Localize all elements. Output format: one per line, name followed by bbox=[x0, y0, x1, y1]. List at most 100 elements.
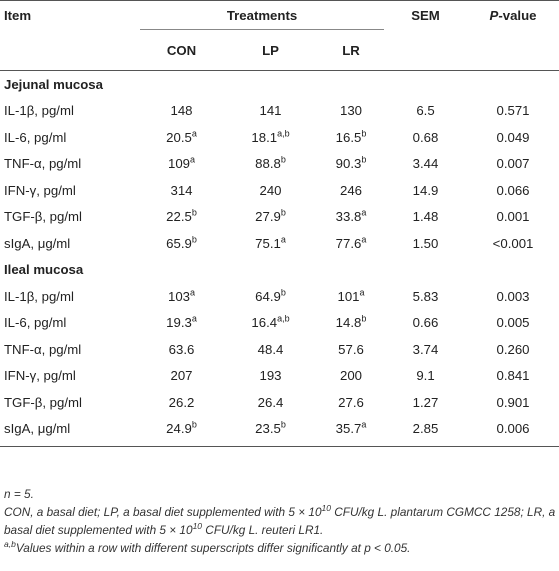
cell-sem: 3.44 bbox=[384, 151, 467, 178]
cell-item-value: IL-6, pg/ml bbox=[4, 315, 67, 331]
cell-sem: 1.27 bbox=[384, 389, 467, 416]
table-body: Jejunal mucosa IL-1β, pg/ml 148 141 130 6.5 0.… bbox=[0, 71, 559, 443]
cell-item: sIgA, μg/ml bbox=[0, 230, 140, 257]
cell-con: 65.9b bbox=[140, 230, 223, 257]
cell-lr: 14.8b bbox=[318, 310, 384, 337]
results-table: Item Treatments SEM P-value CON LP LR Je… bbox=[0, 0, 559, 447]
cell-con: 207 bbox=[140, 363, 223, 390]
cell-pvalue: 0.571 bbox=[467, 98, 559, 125]
cell-item: IL-6, pg/ml bbox=[0, 124, 140, 151]
cell-lr: 101a bbox=[318, 283, 384, 310]
cell-item-value: TNF-α, pg/ml bbox=[4, 341, 82, 357]
cell-con-value: 22.5 bbox=[166, 209, 192, 225]
cell-con-value: 63.6 bbox=[168, 341, 195, 357]
footnote-n: n = 5. bbox=[4, 487, 34, 501]
cell-con-superscript: a bbox=[191, 128, 197, 139]
cell-lp-value: 141 bbox=[259, 103, 282, 119]
table-row: IL-1β, pg/ml 148 141 130 6.5 0.571 bbox=[0, 98, 559, 125]
cell-lr-superscript: a bbox=[359, 287, 365, 298]
cell-sem: 1.48 bbox=[384, 204, 467, 231]
header-p-suffix: -value bbox=[498, 8, 537, 23]
table-row: TNF-α, pg/ml 63.6 48.4 57.6 3.74 0.260 bbox=[0, 336, 559, 363]
cell-lr-superscript: b bbox=[361, 313, 367, 324]
cell-lr-superscript: a bbox=[361, 234, 367, 245]
cell-con-superscript: a bbox=[191, 313, 197, 324]
cell-item: IL-1β, pg/ml bbox=[0, 283, 140, 310]
footnote-significance: a,bValues within a row with different su… bbox=[4, 539, 556, 557]
cell-pvalue-value: 0.901 bbox=[496, 394, 530, 410]
cell-pvalue: 0.260 bbox=[467, 336, 559, 363]
cell-sem: 1.50 bbox=[384, 230, 467, 257]
cell-pvalue: 0.901 bbox=[467, 389, 559, 416]
footnote-sig-text: Values within a row with different super… bbox=[15, 541, 411, 555]
cell-lr-value: 27.6 bbox=[338, 394, 364, 410]
cell-lr: 16.5b bbox=[318, 124, 384, 151]
table-row: IL-6, pg/ml 20.5a 18.1a,b 16.5b 0.68 0.049 bbox=[0, 124, 559, 151]
header-pvalue: P-value bbox=[467, 1, 559, 71]
cell-sem: 0.68 bbox=[384, 124, 467, 151]
cell-item: IFN-γ, pg/ml bbox=[0, 177, 140, 204]
cell-lr-value: 246 bbox=[340, 182, 363, 198]
cell-lp: 16.4a,b bbox=[223, 310, 318, 337]
cell-sem: 14.9 bbox=[384, 177, 467, 204]
cell-lp: 141 bbox=[223, 98, 318, 125]
cell-item: sIgA, μg/ml bbox=[0, 416, 140, 443]
cell-lp: 75.1a bbox=[223, 230, 318, 257]
header-con: CON bbox=[166, 42, 197, 58]
cell-sem-value: 3.74 bbox=[412, 341, 439, 357]
table-row: IFN-γ, pg/ml 207 193 200 9.1 0.841 bbox=[0, 363, 559, 390]
table-row: TGF-β, pg/ml 26.2 26.4 27.6 1.27 0.901 bbox=[0, 389, 559, 416]
cell-lp: 26.4 bbox=[223, 389, 318, 416]
cell-lp-value: 75.1 bbox=[255, 235, 281, 251]
table-row: IL-1β, pg/ml 103a 64.9b 101a 5.83 0.003 bbox=[0, 283, 559, 310]
cell-lp-value: 193 bbox=[259, 368, 282, 384]
cell-pvalue-value: 0.260 bbox=[496, 341, 530, 357]
cell-pvalue: 0.001 bbox=[467, 204, 559, 231]
footnote-abbrev-part1: CON, a basal diet; LP, a basal diet supp… bbox=[4, 505, 322, 519]
cell-lp-superscript: a,b bbox=[277, 128, 290, 139]
cell-lr-superscript: b bbox=[361, 128, 367, 139]
cell-item-value: IFN-γ, pg/ml bbox=[4, 368, 76, 384]
cell-con-value: 20.5 bbox=[166, 129, 192, 145]
cell-lr: 130 bbox=[318, 98, 384, 125]
cell-lp-value: 240 bbox=[259, 182, 282, 198]
cell-pvalue-value: 0.049 bbox=[496, 129, 530, 145]
section-title: Ileal mucosa bbox=[4, 262, 84, 278]
cell-lp: 64.9b bbox=[223, 283, 318, 310]
cell-lr-value: 16.5 bbox=[335, 129, 362, 145]
cell-sem-value: 2.85 bbox=[412, 421, 439, 437]
cell-pvalue-value: 0.003 bbox=[496, 288, 530, 304]
cell-con-value: 65.9 bbox=[166, 235, 192, 251]
header-lp: LP bbox=[262, 42, 279, 58]
cell-pvalue-value: 0.006 bbox=[496, 421, 530, 437]
cell-con-superscript: a bbox=[190, 154, 196, 165]
cell-con-value: 109 bbox=[167, 156, 190, 172]
cell-sem: 9.1 bbox=[384, 363, 467, 390]
cell-lp-value: 23.5 bbox=[255, 421, 281, 437]
cell-sem: 6.5 bbox=[384, 98, 467, 125]
section-title: Jejunal mucosa bbox=[4, 76, 103, 92]
section-row: Ileal mucosa bbox=[0, 257, 559, 284]
cell-item: IL-1β, pg/ml bbox=[0, 98, 140, 125]
footnote-abbrev-part2: CFU/kg L. plantarum CGMCC 1258; LR, a ba… bbox=[4, 505, 556, 537]
cell-pvalue-value: 0.005 bbox=[496, 315, 530, 331]
cell-con-value: 24.9 bbox=[166, 421, 192, 437]
cell-sem-value: 1.50 bbox=[412, 235, 439, 251]
cell-lr-value: 90.3 bbox=[335, 156, 362, 172]
cell-con-value: 19.3 bbox=[166, 315, 192, 331]
cell-sem-value: 3.44 bbox=[412, 156, 439, 172]
cell-lr: 77.6a bbox=[318, 230, 384, 257]
cell-lp: 23.5b bbox=[223, 416, 318, 443]
cell-item-value: IL-1β, pg/ml bbox=[4, 288, 74, 304]
cell-item-value: TGF-β, pg/ml bbox=[4, 209, 82, 225]
cell-lp-superscript: a,b bbox=[277, 313, 290, 324]
cell-pvalue: 0.003 bbox=[467, 283, 559, 310]
cell-lp: 193 bbox=[223, 363, 318, 390]
cell-item-value: sIgA, μg/ml bbox=[4, 421, 71, 437]
cell-con-value: 103 bbox=[167, 288, 190, 304]
cell-item-value: TGF-β, pg/ml bbox=[4, 394, 82, 410]
cell-item: IFN-γ, pg/ml bbox=[0, 363, 140, 390]
cell-lp-value: 88.8 bbox=[255, 156, 281, 172]
cell-item: TGF-β, pg/ml bbox=[0, 389, 140, 416]
cell-lp: 27.9b bbox=[223, 204, 318, 231]
